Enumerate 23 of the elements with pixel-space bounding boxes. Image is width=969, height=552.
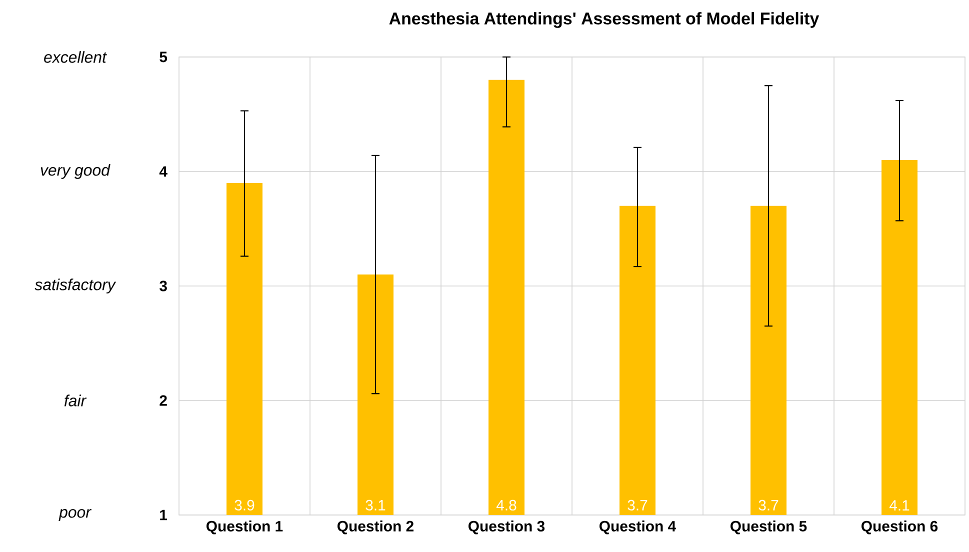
x-tick-label: Question 4 xyxy=(600,520,676,534)
x-tick-label: Question 3 xyxy=(468,520,545,534)
data-label: 3.1 xyxy=(366,500,386,510)
data-label: 4.1 xyxy=(889,500,910,510)
chart-title: Anesthesia Attendings' Assessment of Model Fidelity xyxy=(389,12,820,28)
data-label: 3.9 xyxy=(234,500,254,510)
x-tick-label: Question 2 xyxy=(338,520,414,534)
text: very good xyxy=(40,164,110,179)
y-tick-label: 5 xyxy=(160,52,168,62)
x-tick-label: Question 6 xyxy=(862,520,938,534)
data-label: 3.7 xyxy=(628,500,648,510)
x-tick-label: Question 1 xyxy=(206,520,283,534)
text: poor xyxy=(58,509,92,521)
y-tick-label: 4 xyxy=(159,166,168,177)
y-tick-label: 2 xyxy=(160,395,167,406)
y-tick-label: 3 xyxy=(160,280,167,292)
text: satisfactory xyxy=(34,278,116,294)
text: fair xyxy=(64,394,87,406)
x-tick-label: Question 5 xyxy=(730,520,807,534)
data-label: 4.8 xyxy=(496,500,516,510)
text: excellent xyxy=(44,51,107,63)
y-tick-label: 1 xyxy=(160,510,168,520)
data-label: 3.7 xyxy=(758,500,778,510)
